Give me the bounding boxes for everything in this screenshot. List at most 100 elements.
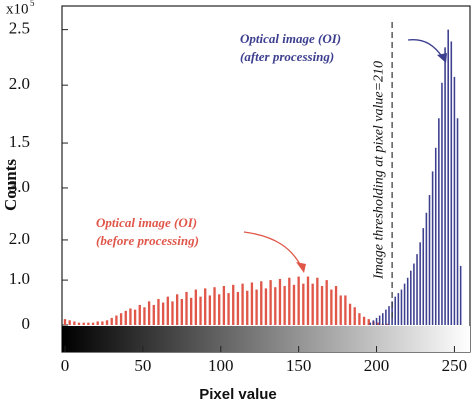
x-tick-label: 150 [286, 356, 312, 375]
bar [180, 299, 183, 325]
bar [278, 278, 282, 325]
bar [297, 276, 300, 325]
bar [241, 283, 244, 325]
gray-scale-bar [62, 326, 470, 352]
bar [459, 265, 462, 325]
x-tick-label: 200 [364, 356, 390, 375]
bar [419, 242, 421, 325]
bar [375, 317, 378, 325]
annotation-text: (after processing) [240, 49, 334, 64]
y-tick-label: 3.0 [9, 177, 30, 196]
bar [450, 41, 453, 325]
y-axis-label: Counts [1, 159, 20, 211]
bar [68, 320, 71, 325]
bar [161, 302, 165, 325]
x-tick-label: 50 [134, 356, 151, 375]
bar [222, 286, 226, 325]
y-multiplier-exponent: 5 [30, 0, 35, 8]
bar [185, 291, 188, 325]
y-tick-label: 1.0 [9, 269, 30, 288]
bar [367, 319, 370, 325]
bar [124, 310, 127, 325]
bar [129, 308, 132, 325]
bar [91, 322, 95, 325]
y-tick-label: 2.5 [9, 19, 30, 38]
bar [385, 309, 387, 325]
bar [147, 301, 151, 325]
bar [208, 295, 212, 325]
threshold-label: Image thresholding at pixel value=210 [371, 61, 386, 280]
bar [152, 304, 155, 325]
annotation-text: (before processing) [96, 233, 199, 248]
bar [250, 282, 254, 325]
bar [403, 283, 406, 325]
bar [236, 291, 240, 325]
annotation-before: Optical image (OI) (before processing) [96, 215, 306, 273]
bar [416, 254, 418, 325]
bar [199, 296, 202, 325]
bar [157, 299, 160, 325]
bar [119, 313, 123, 325]
bar [110, 317, 113, 325]
x-axis-label: Pixel value [199, 386, 277, 403]
bar [283, 286, 286, 325]
bar [381, 313, 384, 325]
bar [302, 283, 305, 325]
bar [422, 228, 425, 325]
bar [143, 307, 146, 325]
series [369, 29, 462, 325]
bar [260, 281, 263, 325]
bar [171, 301, 174, 325]
bar [292, 284, 296, 325]
x-tick-label: 0 [61, 356, 70, 375]
bar [406, 277, 409, 325]
bar [438, 118, 440, 325]
bar [348, 303, 352, 325]
bar [311, 283, 314, 325]
bar [175, 294, 179, 325]
bar [344, 295, 347, 325]
bar [378, 315, 381, 325]
x-tick-label: 250 [442, 356, 468, 375]
bar [320, 286, 324, 325]
annotation-after: Optical image (OI) (after processing) [240, 31, 447, 64]
bar [115, 315, 118, 325]
series [63, 276, 389, 325]
bar [325, 280, 328, 325]
bar [388, 306, 390, 325]
bar [444, 47, 446, 325]
y-multiplier: x10 [6, 1, 29, 17]
bar [372, 320, 375, 325]
bar [87, 322, 90, 325]
bar [447, 29, 449, 325]
bar [334, 286, 338, 325]
bar [105, 320, 109, 325]
bar [376, 322, 380, 325]
bar [213, 287, 216, 325]
bar [96, 321, 99, 325]
bar [410, 270, 412, 325]
bar [218, 294, 221, 325]
bar [330, 289, 333, 325]
annotation-text: Optical image (OI) [96, 215, 197, 230]
bar [166, 296, 169, 325]
bar [316, 277, 319, 325]
bar [204, 288, 207, 325]
bar [441, 82, 443, 325]
bar [400, 289, 403, 325]
bar [264, 288, 268, 325]
bar [82, 322, 85, 325]
y-tick-label: 2.0 [9, 74, 30, 93]
bar [434, 147, 437, 325]
bar [397, 293, 400, 325]
bar [101, 321, 104, 325]
bar [353, 307, 356, 325]
bar [255, 289, 258, 325]
bar [339, 295, 342, 325]
bar [394, 296, 397, 325]
x-tick-label: 100 [208, 356, 234, 375]
bar [428, 195, 431, 325]
bar [73, 321, 76, 325]
